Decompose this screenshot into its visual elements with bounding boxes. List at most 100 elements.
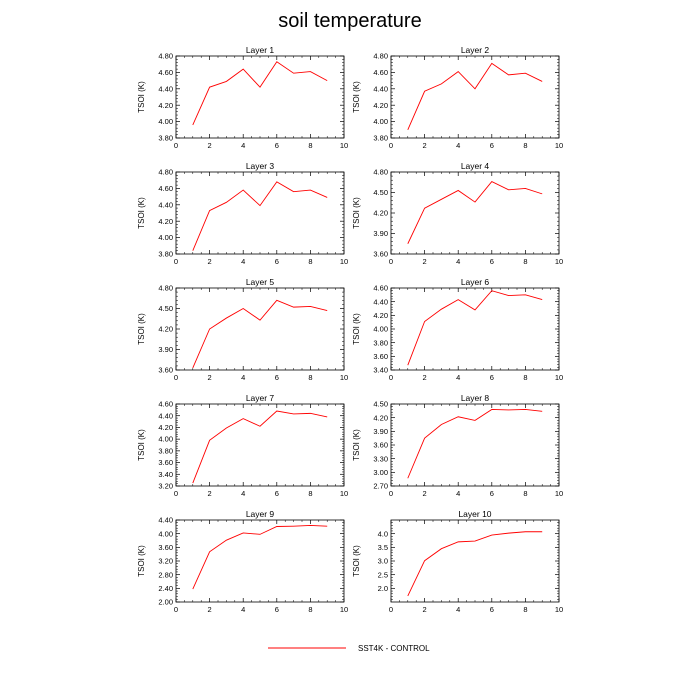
y-tick-label: 4.20 bbox=[373, 209, 388, 218]
y-tick-label: 3.80 bbox=[158, 446, 173, 455]
x-tick-label: 2 bbox=[423, 489, 427, 498]
x-tick-label: 2 bbox=[208, 257, 212, 266]
legend: SST4K - CONTROL bbox=[268, 644, 430, 653]
x-tick-label: 2 bbox=[423, 257, 427, 266]
y-axis-label: TSOI (K) bbox=[352, 429, 361, 461]
x-tick-label: 10 bbox=[555, 373, 563, 382]
x-tick-label: 8 bbox=[523, 141, 527, 150]
y-tick-label: 4.0 bbox=[378, 529, 388, 538]
y-tick-label: 3.90 bbox=[158, 345, 173, 354]
series-line bbox=[192, 525, 328, 590]
y-tick-label: 3.60 bbox=[158, 366, 173, 375]
chart-panel-layer-7: Layer 7 0 2 4 6 8 10 3.20 3.40 3.60 3.80 4.00 4.20 4.… bbox=[137, 393, 348, 498]
series-line bbox=[192, 410, 328, 484]
panel-title: Layer 4 bbox=[461, 161, 490, 171]
y-tick-label: 3.80 bbox=[373, 338, 388, 347]
y-tick-label: 4.80 bbox=[373, 168, 388, 177]
plot-frame bbox=[390, 55, 560, 139]
y-tick-label: 3.40 bbox=[158, 470, 173, 479]
y-axis-label: TSOI (K) bbox=[137, 81, 146, 113]
y-tick-label: 4.40 bbox=[158, 516, 173, 525]
y-tick-label: 2.0 bbox=[378, 584, 388, 593]
panel-title: Layer 5 bbox=[246, 277, 275, 287]
y-tick-label: 2.5 bbox=[378, 570, 388, 579]
x-tick-label: 10 bbox=[340, 605, 348, 614]
series-line bbox=[407, 62, 543, 130]
x-tick-label: 0 bbox=[389, 141, 393, 150]
y-tick-label: 4.60 bbox=[158, 184, 173, 193]
x-tick-label: 6 bbox=[490, 141, 494, 150]
x-tick-label: 10 bbox=[340, 141, 348, 150]
chart-panel-layer-4: Layer 4 0 2 4 6 8 10 3.60 3.90 4.20 4.50 4.80 TSOI (… bbox=[352, 161, 563, 266]
plot-frame bbox=[390, 403, 560, 487]
y-axis-label: TSOI (K) bbox=[137, 429, 146, 461]
x-tick-label: 6 bbox=[275, 373, 279, 382]
series-line bbox=[407, 531, 543, 597]
x-tick-label: 6 bbox=[490, 489, 494, 498]
chart-panel-layer-8: Layer 8 0 2 4 6 8 10 2.70 3.00 3.30 3.60 3.90 4.20 4.… bbox=[352, 393, 563, 498]
x-tick-label: 6 bbox=[275, 257, 279, 266]
panel-title: Layer 8 bbox=[461, 393, 490, 403]
x-tick-label: 4 bbox=[456, 489, 460, 498]
chart-panel-layer-2: Layer 2 0 2 4 6 8 10 3.80 4.00 4.20 4.40 4.60 4.80 TS… bbox=[352, 45, 563, 150]
y-tick-label: 4.40 bbox=[158, 200, 173, 209]
x-tick-label: 10 bbox=[555, 257, 563, 266]
x-tick-label: 10 bbox=[555, 141, 563, 150]
panel-title: Layer 7 bbox=[246, 393, 275, 403]
y-tick-label: 3.60 bbox=[158, 543, 173, 552]
x-tick-label: 0 bbox=[174, 141, 178, 150]
x-tick-label: 2 bbox=[208, 373, 212, 382]
y-tick-label: 4.40 bbox=[158, 411, 173, 420]
y-tick-label: 3.20 bbox=[158, 557, 173, 566]
panel-title: Layer 3 bbox=[246, 161, 275, 171]
x-tick-label: 4 bbox=[456, 605, 460, 614]
y-axis-label: TSOI (K) bbox=[137, 197, 146, 229]
legend-label: SST4K - CONTROL bbox=[358, 644, 430, 653]
x-tick-label: 6 bbox=[490, 373, 494, 382]
y-tick-label: 4.00 bbox=[373, 325, 388, 334]
x-tick-label: 8 bbox=[308, 373, 312, 382]
x-tick-label: 2 bbox=[208, 605, 212, 614]
plot-frame bbox=[390, 171, 560, 255]
plot-frame bbox=[175, 519, 345, 603]
y-axis-label: TSOI (K) bbox=[352, 81, 361, 113]
x-tick-label: 2 bbox=[423, 605, 427, 614]
chart-panels: Layer 10 2 4 6 8 103.804.004.204.404.604.80TS… bbox=[137, 45, 563, 614]
plot-frame bbox=[175, 403, 345, 487]
x-tick-label: 10 bbox=[340, 373, 348, 382]
x-tick-label: 0 bbox=[174, 605, 178, 614]
y-tick-label: 4.40 bbox=[158, 84, 173, 93]
x-tick-label: 0 bbox=[389, 605, 393, 614]
plot-frame bbox=[390, 519, 560, 603]
x-tick-label: 6 bbox=[490, 257, 494, 266]
x-tick-label: 8 bbox=[308, 605, 312, 614]
series-line bbox=[407, 181, 543, 244]
x-tick-label: 2 bbox=[423, 373, 427, 382]
y-tick-label: 4.00 bbox=[158, 529, 173, 538]
plot-frame bbox=[175, 287, 345, 371]
x-tick-label: 10 bbox=[555, 605, 563, 614]
x-tick-label: 10 bbox=[340, 489, 348, 498]
y-tick-label: 4.20 bbox=[158, 101, 173, 110]
x-tick-label: 0 bbox=[174, 373, 178, 382]
y-axis-label: TSOI (K) bbox=[352, 313, 361, 345]
y-tick-label: 3.0 bbox=[378, 557, 388, 566]
plot-frame bbox=[390, 287, 560, 371]
y-tick-label: 3.5 bbox=[378, 543, 388, 552]
y-tick-label: 3.40 bbox=[373, 366, 388, 375]
series-line bbox=[407, 409, 543, 479]
series-line bbox=[192, 299, 328, 369]
x-tick-label: 8 bbox=[523, 489, 527, 498]
x-tick-label: 6 bbox=[275, 141, 279, 150]
y-tick-label: 4.00 bbox=[373, 117, 388, 126]
x-tick-label: 8 bbox=[308, 141, 312, 150]
y-tick-label: 4.20 bbox=[158, 423, 173, 432]
y-axis-label: TSOI (K) bbox=[137, 545, 146, 577]
y-tick-label: 3.80 bbox=[158, 250, 173, 259]
x-tick-label: 6 bbox=[275, 489, 279, 498]
figure-title: soil temperature bbox=[278, 10, 421, 32]
chart-panel-layer-9: Layer 9 0 2 4 6 8 10 2.00 2.40 2.80 3.20 3.60 4.00 4.… bbox=[137, 509, 348, 614]
y-tick-label: 3.60 bbox=[373, 250, 388, 259]
panel-title: Layer 9 bbox=[246, 509, 275, 519]
